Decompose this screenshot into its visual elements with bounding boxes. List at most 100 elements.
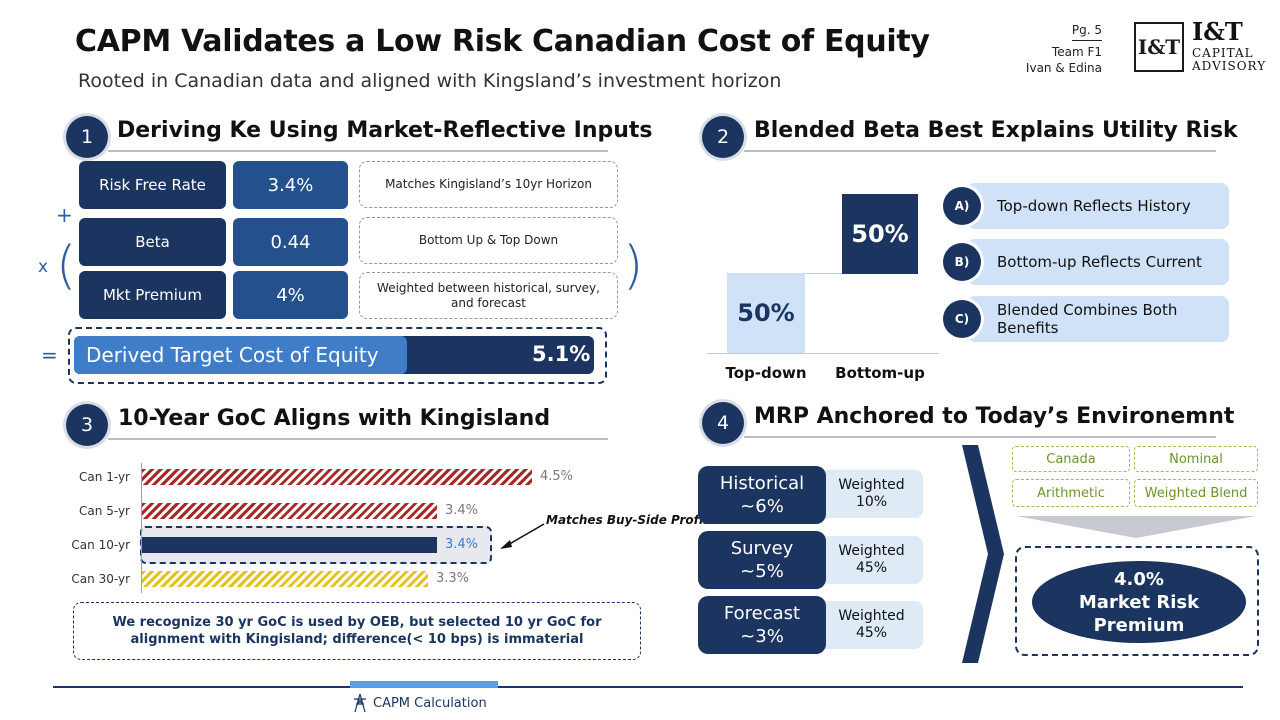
forecast-weight: Weighted 45% xyxy=(820,601,923,649)
forecast-source: Forecast ~3% xyxy=(698,596,826,654)
tag-canada: Canada xyxy=(1012,446,1130,472)
bar-value-label: 3.4% xyxy=(445,503,479,518)
survey-source: Survey ~5% xyxy=(698,531,826,589)
mkt-premium-label: Mkt Premium xyxy=(79,271,226,319)
derived-result-label: Derived Target Cost of Equity xyxy=(74,336,407,374)
bottom-up-bar: 50% xyxy=(842,194,918,274)
footer-active-tab[interactable] xyxy=(350,681,498,688)
mkt-premium-value: 4% xyxy=(233,271,348,319)
logo-name: I&T xyxy=(1192,17,1243,46)
point-b-text: Bottom-up Reflects Current xyxy=(997,253,1202,271)
bar-can-1-yr xyxy=(142,469,532,485)
equals-operator: = xyxy=(41,343,58,367)
footer-divider xyxy=(53,686,1243,688)
bar-can-10-yr xyxy=(142,537,437,553)
bar-chart-axis xyxy=(141,463,142,593)
team-members: Ivan & Edina xyxy=(1025,61,1102,75)
historical-weight-value: 10% xyxy=(855,494,888,510)
survey-weight-value: 45% xyxy=(855,560,888,576)
bar-value-label: 4.5% xyxy=(540,469,574,484)
derived-result-value: 5.1% xyxy=(532,342,591,366)
bar-connector xyxy=(805,273,842,274)
tag-nominal: Nominal xyxy=(1134,446,1258,472)
team-name: Team F1 xyxy=(1051,45,1102,59)
page-subtitle: Rooted in Canadian data and aligned with… xyxy=(78,70,782,92)
section-2-title: Blended Beta Best Explains Utility Risk xyxy=(754,118,1238,143)
goc-selection-note: We recognize 30 yr GoC is used by OEB, b… xyxy=(73,602,641,660)
bar-can-5-yr xyxy=(142,503,437,519)
mrp-result-box xyxy=(1015,546,1259,656)
section-1-title: Deriving Ke Using Market-Reflective Inpu… xyxy=(117,118,653,143)
top-down-label: Top-down xyxy=(725,364,807,382)
forecast-weight-label: Weighted xyxy=(838,608,905,624)
bar-category-label: Can 1-yr xyxy=(79,470,130,484)
survey-weight: Weighted 45% xyxy=(820,536,923,584)
point-c: Blended Combines Both Benefits xyxy=(967,296,1229,342)
historical-label: Historical xyxy=(719,473,805,494)
mkt-premium-note: Weighted between historical, survey, and… xyxy=(359,272,618,319)
risk-free-rate-value: 3.4% xyxy=(233,161,348,209)
historical-source: Historical ~6% xyxy=(698,466,826,524)
survey-value: ~5% xyxy=(740,561,784,582)
bar-category-label: Can 5-yr xyxy=(79,504,130,518)
logo-line2: CAPITAL xyxy=(1192,46,1254,60)
section-2-number: 2 xyxy=(702,116,744,158)
bar-category-label: Can 30-yr xyxy=(71,572,130,586)
bar-can-30-yr xyxy=(142,571,428,587)
point-a-text: Top-down Reflects History xyxy=(997,197,1191,215)
section-1-number: 1 xyxy=(66,116,108,158)
footer-tab-label: CAPM Calculation xyxy=(373,695,487,711)
section-3-title: 10-Year GoC Aligns with Kingisland xyxy=(118,406,551,431)
page-meta: Pg. 5 Team F1 Ivan & Edina xyxy=(1026,22,1102,76)
tag-weighted-blend: Weighted Blend xyxy=(1134,479,1258,507)
risk-free-rate-note: Matches Kingisland’s 10yr Horizon xyxy=(359,161,618,208)
page-title: CAPM Validates a Low Risk Canadian Cost … xyxy=(75,24,930,59)
section-3-divider xyxy=(108,438,608,440)
open-paren: ( xyxy=(56,236,77,296)
point-a-badge: A) xyxy=(943,187,981,225)
logo-line3: ADVISORY xyxy=(1192,59,1267,73)
forecast-label: Forecast xyxy=(723,603,801,624)
forecast-weight-value: 45% xyxy=(855,625,888,641)
point-a: Top-down Reflects History xyxy=(967,183,1229,229)
callout-arrow-icon xyxy=(500,523,545,549)
historical-weight-label: Weighted xyxy=(838,477,905,493)
point-c-badge: C) xyxy=(943,300,981,338)
survey-weight-label: Weighted xyxy=(838,543,905,559)
section-3-number: 3 xyxy=(66,404,108,446)
logo: I&T CAPITAL ADVISORY xyxy=(1192,17,1267,73)
mrp-result-oval: 4.0% Market Risk Premium xyxy=(1032,561,1246,643)
forecast-value: ~3% xyxy=(740,626,784,647)
mrp-result-line3: Premium xyxy=(1093,614,1185,636)
mrp-result-line2: Market Risk xyxy=(1078,591,1200,613)
survey-label: Survey xyxy=(730,538,794,559)
beta-value: 0.44 xyxy=(233,218,348,266)
plus-operator: + xyxy=(56,203,73,227)
point-b-badge: B) xyxy=(943,243,981,281)
close-paren: ) xyxy=(623,236,644,296)
mrp-result-value: 4.0% xyxy=(1114,568,1164,590)
matches-buy-side-callout: Matches Buy-Side Profile xyxy=(546,513,716,527)
page-number: Pg. 5 xyxy=(1071,22,1102,41)
footer-tab-capm[interactable]: CAPM Calculation xyxy=(352,693,487,713)
section-4-title: MRP Anchored to Today’s Environemnt xyxy=(754,404,1235,429)
funnel-shape xyxy=(1016,516,1256,538)
logo-mark: I&T xyxy=(1137,35,1181,59)
bar-axis xyxy=(707,353,939,354)
historical-weight: Weighted 10% xyxy=(820,470,923,518)
section-4-number: 4 xyxy=(702,402,744,444)
section-2-divider xyxy=(744,150,1216,152)
historical-value: ~6% xyxy=(740,496,784,517)
times-operator: x xyxy=(38,257,49,277)
beta-note: Bottom Up & Top Down xyxy=(359,217,618,264)
section-1-divider xyxy=(108,150,608,152)
derived-result-box xyxy=(68,327,607,384)
point-c-text: Blended Combines Both Benefits xyxy=(997,301,1178,337)
section-4-divider xyxy=(744,436,1216,438)
logo-icon: I&T xyxy=(1134,22,1184,72)
chevron-right-icon xyxy=(962,445,1004,663)
top-down-bar: 50% xyxy=(727,273,805,353)
bar-value-label: 3.4% xyxy=(445,537,479,552)
transmission-tower-icon xyxy=(354,693,366,713)
bar-value-label: 3.3% xyxy=(436,571,470,586)
